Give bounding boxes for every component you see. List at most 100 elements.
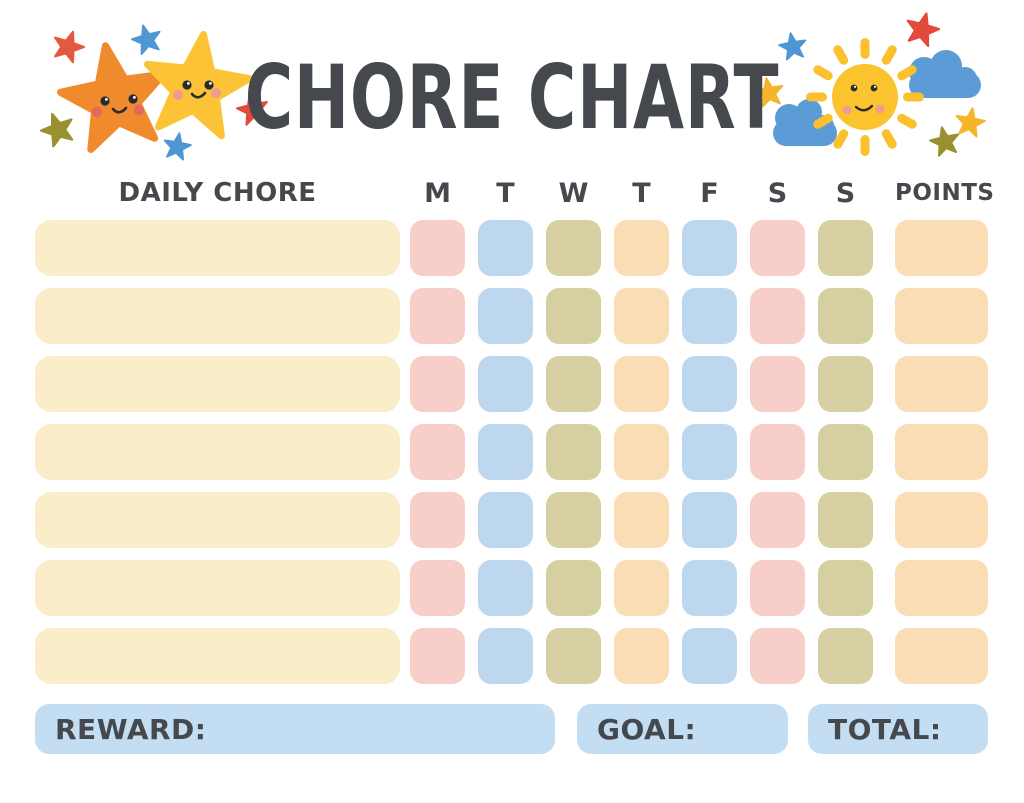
chore-rows [35, 220, 988, 684]
page-title: CHORE CHART [244, 46, 780, 149]
chore-row [35, 220, 988, 276]
day-header-thursday: T [632, 177, 651, 209]
chore-name-field[interactable] [35, 356, 400, 412]
day-check-cell[interactable] [750, 492, 805, 548]
day-check-cell[interactable] [546, 424, 601, 480]
day-check-cell[interactable] [682, 356, 737, 412]
points-field[interactable] [895, 424, 988, 480]
day-check-cell[interactable] [818, 560, 873, 616]
chore-name-field[interactable] [35, 628, 400, 684]
chore-name-field[interactable] [35, 220, 400, 276]
day-check-cell[interactable] [750, 424, 805, 480]
day-header-friday: F [700, 177, 719, 209]
day-check-cell[interactable] [682, 220, 737, 276]
day-check-cell[interactable] [478, 356, 533, 412]
smiling-stars-illustration [35, 20, 272, 162]
reward-field[interactable]: REWARD: [35, 704, 555, 754]
day-check-cell[interactable] [614, 424, 669, 480]
sun-icon [806, 38, 924, 156]
day-check-cell[interactable] [818, 220, 873, 276]
chore-name-field[interactable] [35, 492, 400, 548]
day-check-cell[interactable] [614, 288, 669, 344]
day-check-cell[interactable] [682, 628, 737, 684]
points-field[interactable] [895, 560, 988, 616]
day-check-cell[interactable] [818, 288, 873, 344]
total-field[interactable]: TOTAL: [808, 704, 988, 754]
day-check-cell[interactable] [614, 628, 669, 684]
day-check-cell[interactable] [478, 492, 533, 548]
day-check-cell[interactable] [682, 424, 737, 480]
chore-row [35, 356, 988, 412]
chore-name-field[interactable] [35, 288, 400, 344]
chore-row [35, 288, 988, 344]
day-check-cell[interactable] [410, 356, 465, 412]
sparkle-star-icon [128, 20, 165, 57]
day-check-cell[interactable] [478, 288, 533, 344]
day-check-cell[interactable] [546, 560, 601, 616]
day-check-cell[interactable] [614, 560, 669, 616]
day-header-monday: M [424, 177, 451, 209]
day-header-saturday: S [767, 177, 788, 209]
day-check-cell[interactable] [478, 220, 533, 276]
day-check-cell[interactable] [750, 356, 805, 412]
day-check-cell[interactable] [750, 560, 805, 616]
chore-row [35, 628, 988, 684]
day-check-cell[interactable] [818, 628, 873, 684]
cloud-icon [909, 50, 981, 98]
goal-label: GOAL: [597, 712, 697, 746]
day-check-cell[interactable] [682, 560, 737, 616]
chore-row [35, 560, 988, 616]
day-check-cell[interactable] [614, 492, 669, 548]
day-check-cell[interactable] [546, 628, 601, 684]
reward-label: REWARD: [55, 712, 207, 746]
day-check-cell[interactable] [478, 628, 533, 684]
day-check-cell[interactable] [546, 356, 601, 412]
day-check-cell[interactable] [410, 424, 465, 480]
table-header-row: DAILY CHORE M T W T F S S POINTS [35, 176, 995, 210]
chore-row [35, 492, 988, 548]
day-check-cell[interactable] [750, 220, 805, 276]
day-check-cell[interactable] [546, 220, 601, 276]
points-header: POINTS [895, 180, 995, 206]
day-check-cell[interactable] [818, 492, 873, 548]
daily-chore-header: DAILY CHORE [118, 178, 317, 208]
day-check-cell[interactable] [410, 288, 465, 344]
day-check-cell[interactable] [546, 288, 601, 344]
sun-clouds-illustration [753, 12, 988, 158]
day-check-cell[interactable] [750, 288, 805, 344]
day-check-cell[interactable] [478, 424, 533, 480]
points-field[interactable] [895, 356, 988, 412]
chore-name-field[interactable] [35, 560, 400, 616]
day-check-cell[interactable] [410, 628, 465, 684]
day-header-wednesday: W [558, 177, 589, 209]
sparkle-star-icon [926, 123, 963, 158]
day-check-cell[interactable] [818, 356, 873, 412]
points-field[interactable] [895, 628, 988, 684]
goal-field[interactable]: GOAL: [577, 704, 788, 754]
day-check-cell[interactable] [682, 492, 737, 548]
orange-star-icon [54, 37, 174, 153]
day-check-cell[interactable] [410, 220, 465, 276]
day-check-cell[interactable] [478, 560, 533, 616]
sparkle-star-icon [48, 26, 89, 66]
day-check-cell[interactable] [682, 288, 737, 344]
day-check-cell[interactable] [818, 424, 873, 480]
day-check-cell[interactable] [750, 628, 805, 684]
day-check-cell[interactable] [614, 220, 669, 276]
day-header-sunday: S [835, 177, 856, 209]
day-check-cell[interactable] [546, 492, 601, 548]
points-field[interactable] [895, 288, 988, 344]
sparkle-star-icon [901, 12, 944, 49]
points-field[interactable] [895, 220, 988, 276]
yellow-star-icon [139, 27, 254, 138]
points-field[interactable] [895, 492, 988, 548]
total-label: TOTAL: [828, 712, 942, 746]
day-check-cell[interactable] [410, 560, 465, 616]
chore-row [35, 424, 988, 480]
sparkle-star-icon [35, 107, 80, 150]
footer-row: REWARD: GOAL: TOTAL: [35, 704, 988, 754]
day-check-cell[interactable] [614, 356, 669, 412]
chore-name-field[interactable] [35, 424, 400, 480]
day-check-cell[interactable] [410, 492, 465, 548]
